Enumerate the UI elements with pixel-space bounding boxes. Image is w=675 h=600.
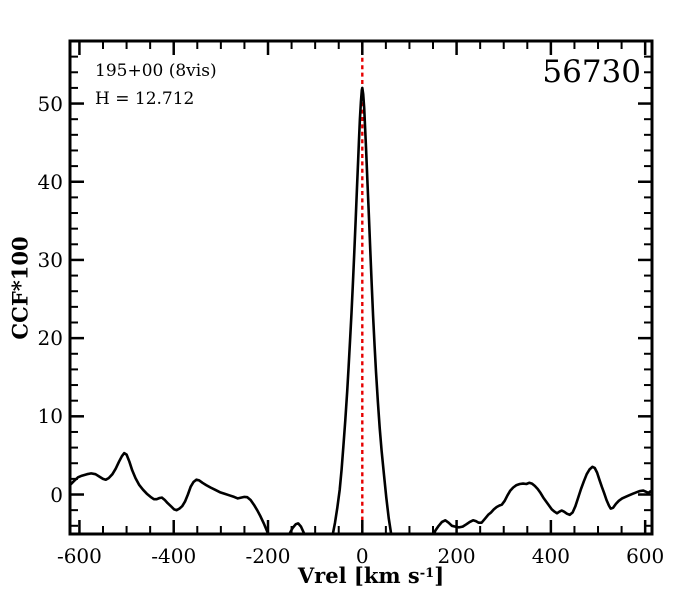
x-axis-title-bracket: ] xyxy=(434,563,445,588)
y-tick-label-10: 10 xyxy=(37,404,63,429)
x-axis-title: Vrel [km s-1] xyxy=(298,563,444,588)
y-tick-label-0: 0 xyxy=(50,482,63,507)
hmag-annotation: H = 12.712 xyxy=(95,89,195,109)
x-tick-label-200: 200 xyxy=(437,544,476,568)
plot-frame xyxy=(68,39,654,536)
x-tick-label--200: -200 xyxy=(245,544,291,568)
y-tick-label-40: 40 xyxy=(37,169,63,194)
y-tick-label-20: 20 xyxy=(37,326,63,351)
ccf-curve xyxy=(71,86,651,533)
x-axis-title-superscript: -1 xyxy=(419,566,435,581)
x-tick-label-0: 0 xyxy=(355,544,369,568)
x-tick-label--400: -400 xyxy=(151,544,197,568)
x-tick-label--600: -600 xyxy=(56,544,102,568)
x-tick-label-600: 600 xyxy=(626,544,665,568)
mjd-annotation: 56730 xyxy=(542,54,641,90)
axis-ticks xyxy=(71,42,651,533)
field-id-annotation: 195+00 (8vis) xyxy=(95,61,217,81)
x-axis-title-text: Vrel [km s xyxy=(297,563,420,588)
y-tick-label-50: 50 xyxy=(37,91,63,116)
y-tick-label-30: 30 xyxy=(37,247,63,272)
x-tick-label-400: 400 xyxy=(531,544,570,568)
